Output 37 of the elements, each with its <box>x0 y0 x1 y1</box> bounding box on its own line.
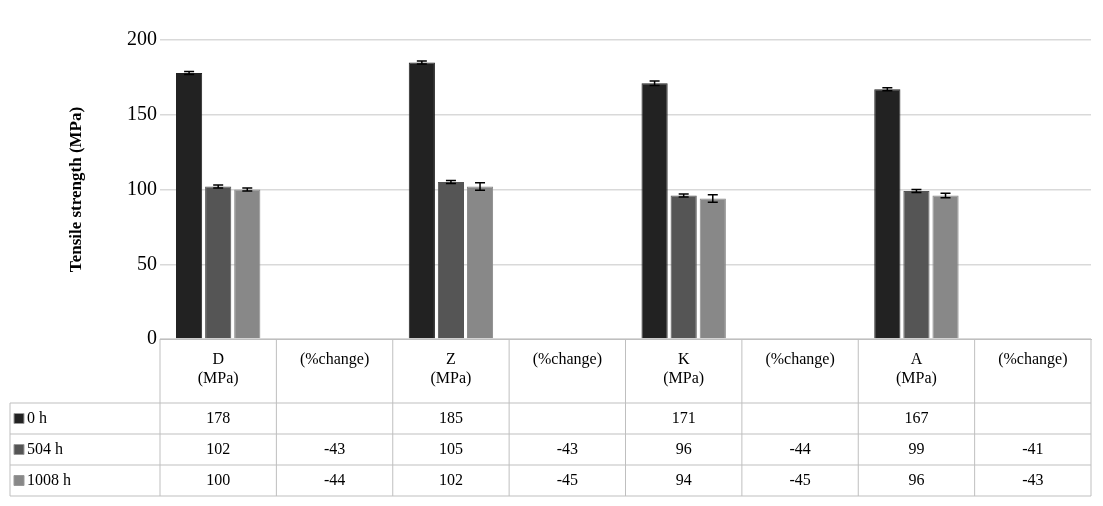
legend-label: 1008 h <box>27 470 71 488</box>
data-label: 102 <box>206 439 231 457</box>
text: -43 <box>556 439 578 457</box>
text: -43 <box>323 439 346 457</box>
data-label: 96 <box>908 470 925 488</box>
text: -43 <box>1022 470 1044 488</box>
data-label: 99 <box>908 439 925 457</box>
y-tick-label: 200 <box>127 27 157 50</box>
legend-label: 0 h <box>27 408 47 426</box>
data-label: 100 <box>206 470 231 488</box>
x-tick-label: D (MPa) <box>197 349 239 387</box>
y-axis-title: Tensile strength (MPa) <box>65 106 85 273</box>
x-tick-label: Z (MPa) <box>430 349 472 387</box>
data-label: 167 <box>904 408 929 426</box>
data-label: 96 <box>675 439 692 457</box>
y-tick-label: 0 <box>147 326 157 349</box>
legend-label: 504 h <box>27 439 63 457</box>
text: -45 <box>789 470 811 488</box>
x-tick-label: (%change) <box>299 349 370 368</box>
data-label: 185 <box>438 408 463 426</box>
data-label: 94 <box>675 470 692 488</box>
data-label: 105 <box>438 439 463 457</box>
data-label: 178 <box>206 408 231 426</box>
text: -44 <box>323 470 346 488</box>
x-tick-label: A (MPa) <box>895 349 937 387</box>
text: -45 <box>556 470 578 488</box>
x-tick-label: (%change) <box>765 349 835 368</box>
data-label: 171 <box>671 408 696 426</box>
x-tick-label: (%change) <box>532 349 602 368</box>
text: -41 <box>1022 439 1044 457</box>
x-tick-label: (%change) <box>998 349 1068 368</box>
y-tick-label: 150 <box>127 102 157 124</box>
x-tick-label: K (MPa) <box>663 349 705 387</box>
text: -44 <box>789 439 811 457</box>
data-label: 102 <box>438 470 463 488</box>
y-tick-label: 50 <box>137 251 157 274</box>
y-tick-label: 100 <box>127 176 157 199</box>
